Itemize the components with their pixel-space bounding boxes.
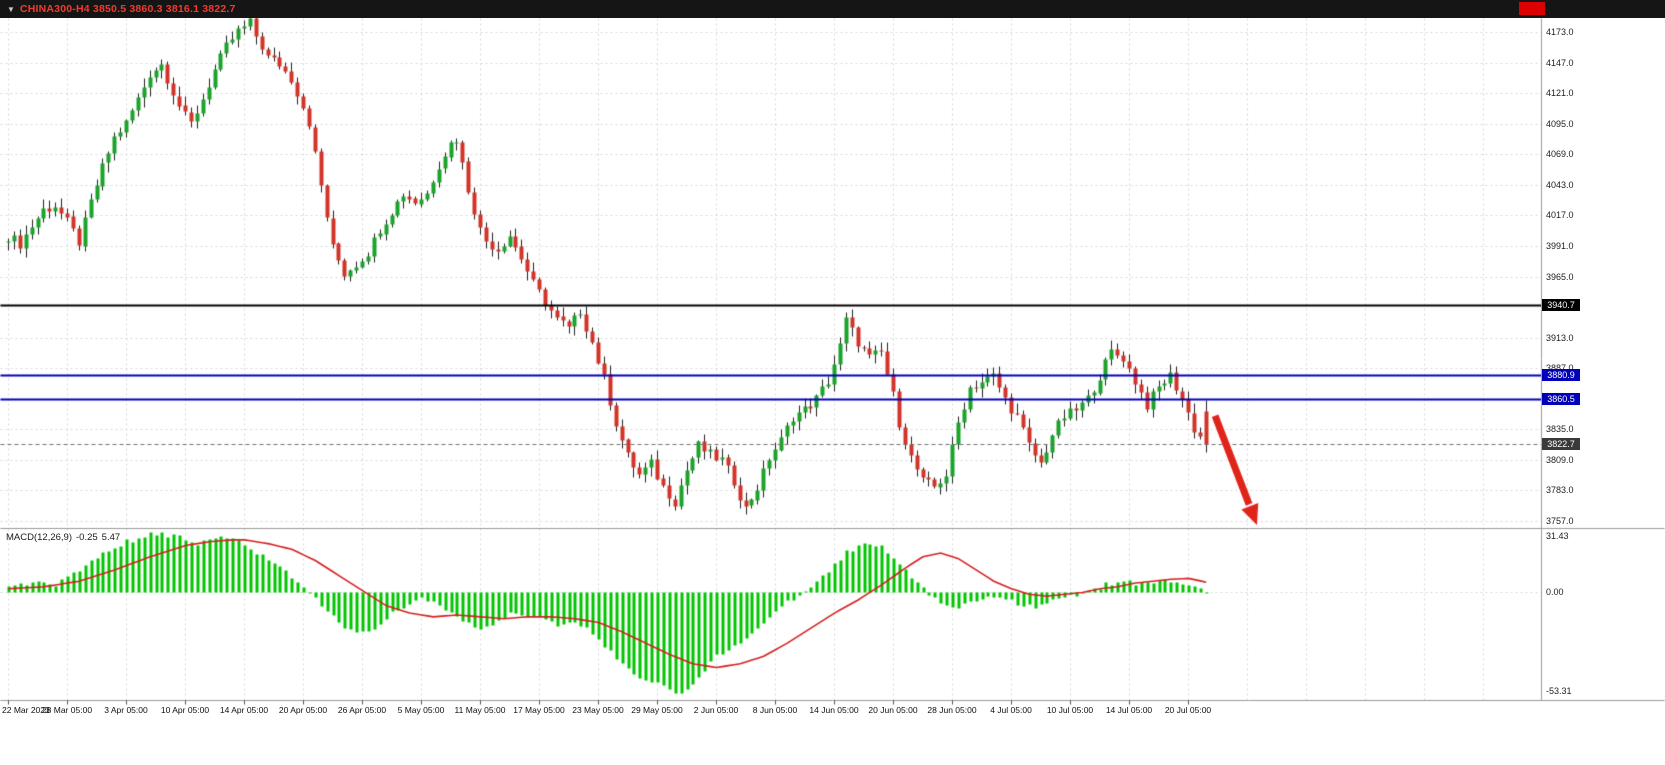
time-tick-label: 14 Jun 05:00: [809, 705, 859, 715]
price-tick-label: 4017.0: [1546, 210, 1574, 221]
macd-axis-label: 0.00: [1546, 586, 1564, 597]
time-tick-label: 17 May 05:00: [513, 705, 565, 715]
macd-indicator-label: MACD(12,26,9) -0.25 5.47: [6, 532, 124, 543]
price-tick-label: 4121.0: [1546, 88, 1574, 99]
time-tick-label: 4 Jul 05:00: [990, 705, 1032, 715]
symbol-dropdown-icon[interactable]: ▼: [7, 4, 15, 14]
time-tick-label: 28 Mar 05:00: [41, 705, 93, 715]
chart-titlebar: ▼ CHINA300-H4 3850.5 3860.3 3816.1 3822.…: [0, 0, 1665, 18]
price-tick-label: 3913.0: [1546, 332, 1574, 343]
time-tick-label: 20 Jul 05:00: [1164, 705, 1212, 715]
price-tick-label: 4173.0: [1546, 27, 1574, 38]
macd-value: -0.25: [76, 532, 98, 543]
time-tick-label: 29 May 05:00: [631, 705, 683, 715]
macd-axis-label: -53.31: [1546, 686, 1572, 696]
price-tick-label: 3783.0: [1546, 485, 1574, 496]
time-tick-label: 14 Jul 05:00: [1105, 705, 1153, 715]
price-tick-label: 3757.0: [1546, 515, 1574, 526]
price-tick-label: 4043.0: [1546, 179, 1574, 190]
macd-signal-value: 5.47: [101, 532, 121, 543]
price-level-badge: 3822.7: [1542, 437, 1580, 450]
price-level-badge: 3860.5: [1542, 393, 1580, 406]
price-tick-label: 4147.0: [1546, 57, 1574, 68]
time-tick-label: 5 May 05:00: [397, 705, 445, 715]
time-tick-label: 2 Jun 05:00: [693, 705, 739, 715]
chart-area[interactable]: MACD(12,26,9) -0.25 5.47 4173.0 4147.0 4121.…: [0, 18, 1665, 765]
chart-title-ohlc: CHINA300-H4 3850.5 3860.3 3816.1 3822.7: [19, 3, 236, 15]
price-tick-label: 3991.0: [1546, 240, 1574, 251]
candlestick-macd-chart-canvas[interactable]: [0, 18, 1665, 765]
price-tick-label: 3965.0: [1546, 271, 1574, 282]
macd-axis-label: 31.43: [1546, 531, 1569, 541]
price-tick-label: 3835.0: [1546, 424, 1574, 435]
time-tick-label: 11 May 05:00: [454, 705, 506, 715]
time-tick-label: 10 Jul 05:00: [1046, 705, 1094, 715]
price-tick-label: 3809.0: [1546, 454, 1574, 465]
time-tick-label: 26 Apr 05:00: [337, 705, 387, 715]
time-tick-label: 10 Apr 05:00: [160, 705, 210, 715]
price-level-badge: 3880.9: [1542, 369, 1580, 382]
price-tick-label: 4069.0: [1546, 149, 1574, 160]
time-tick-label: 28 Jun 05:00: [927, 705, 977, 715]
price-level-badge: 3940.7: [1542, 299, 1580, 312]
price-tick-label: 4095.0: [1546, 118, 1574, 129]
time-tick-label: 8 Jun 05:00: [752, 705, 798, 715]
price-tick-label: 3887.0: [1546, 363, 1574, 374]
time-tick-label: 20 Apr 05:00: [278, 705, 328, 715]
time-tick-label: 3 Apr 05:00: [104, 705, 148, 715]
time-tick-label: 23 May 05:00: [572, 705, 624, 715]
titlebar-red-close-box[interactable]: [1519, 2, 1545, 15]
time-tick-label: 14 Apr 05:00: [219, 705, 269, 715]
time-tick-label: 22 Mar 2023: [2, 705, 50, 715]
macd-name: MACD(12,26,9): [6, 532, 72, 543]
time-tick-label: 20 Jun 05:00: [868, 705, 918, 715]
